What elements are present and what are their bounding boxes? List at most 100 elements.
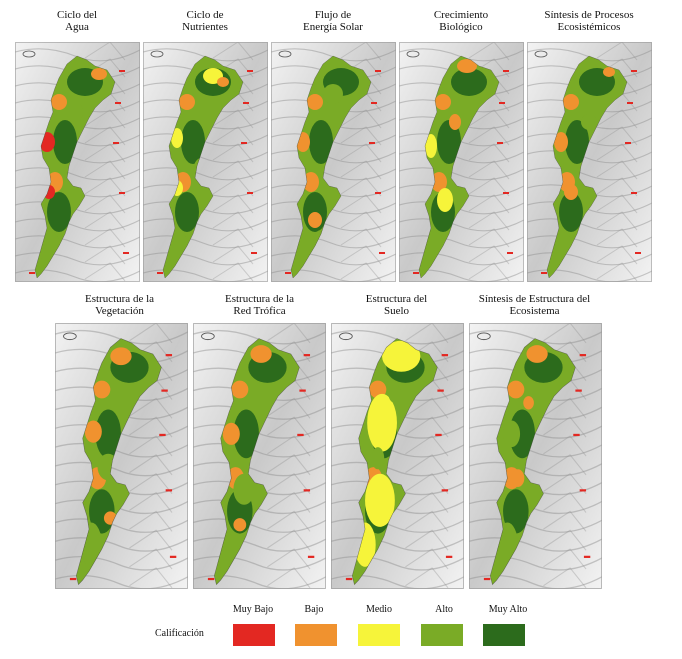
north-arrow-icon [63, 332, 77, 341]
hillshade-ridge [543, 473, 587, 495]
hillshade-ridge [212, 245, 254, 265]
place-marker-icon [303, 489, 311, 492]
hillshade-ridge [340, 228, 382, 248]
hillshade-ridge [193, 442, 326, 458]
map-flujo-energia [271, 42, 396, 282]
hillshade-ridge [143, 167, 268, 181]
hillshade-ridge [267, 529, 311, 551]
hillshade-ridge [468, 211, 510, 231]
map-frame [527, 42, 652, 282]
zone-patch [307, 94, 323, 110]
hillshade-ridge [84, 160, 126, 180]
place-marker-icon [483, 577, 491, 581]
map-ciclo-nutrientes [143, 42, 268, 282]
hillshade-ridge [405, 510, 449, 532]
hillshade-ridge [399, 167, 524, 181]
map-frame [143, 42, 268, 282]
hillshade-ridge [405, 323, 449, 344]
north-arrow-icon [278, 50, 292, 58]
region-outline [76, 338, 162, 586]
hillshade-ridge [129, 435, 173, 457]
zone-patch [233, 409, 259, 459]
legend-label-alto: Alto [435, 604, 453, 615]
zone-patch [231, 380, 249, 399]
hillshade-ridge [596, 245, 638, 265]
zone-patch [53, 120, 77, 164]
hillshade-ridge [55, 556, 188, 571]
hillshade-ridge [55, 461, 188, 477]
hillshade-ridge [543, 397, 587, 419]
hillshade-ridge [543, 548, 587, 570]
hillshade-ridge [271, 235, 396, 249]
place-marker-icon [303, 354, 311, 357]
map-title-estructura-red: Estructura de la Red Trófica [192, 293, 327, 317]
hillshade-ridge [267, 416, 311, 438]
zone-patch [233, 473, 255, 505]
title-line: Ecosistémicos [557, 21, 621, 33]
zone-patch [526, 345, 548, 363]
hillshade-ridge [543, 567, 587, 589]
hillshade-ridge [129, 473, 173, 495]
hillshade-ridge [55, 518, 188, 533]
place-marker-icon [345, 577, 353, 581]
legend-title: Calificación [155, 628, 204, 639]
hillshade-ridge [527, 269, 652, 282]
hillshade-ridge [267, 454, 311, 476]
hillshade-ridge [193, 461, 326, 477]
hillshade-ridge [340, 42, 382, 61]
place-marker-icon [123, 252, 129, 254]
hillshade-ridge [469, 461, 602, 477]
title-line: Energía Solar [303, 21, 363, 33]
hillshade-ridge [267, 435, 311, 457]
hillshade-ridge [129, 491, 173, 513]
hillshade-ridge [15, 167, 140, 181]
place-marker-icon [165, 354, 173, 357]
north-arrow-icon [534, 50, 548, 58]
map-crecimiento [399, 42, 524, 282]
zone-patch [431, 172, 447, 192]
hillshade-ridge [469, 518, 602, 533]
hillshade-ridge [271, 218, 396, 232]
hillshade-ridge [527, 167, 652, 181]
title-line: Estructura del [365, 293, 428, 305]
hillshade-ridge [84, 228, 126, 248]
title-line: Ciclo de [186, 9, 224, 21]
hillshade-ridge [543, 323, 587, 344]
hillshade-ridge [340, 126, 382, 146]
hillshade-ridge [399, 48, 524, 62]
place-marker-icon [507, 252, 513, 254]
legend-swatch-medio [358, 624, 400, 646]
zone-patch [371, 447, 385, 470]
hillshade-ridge [469, 574, 602, 589]
hillshade-ridge [129, 323, 173, 344]
hillshade-ridge [129, 397, 173, 419]
place-marker-icon [113, 142, 119, 144]
hillshade-ridge [468, 262, 510, 282]
zone-patch [425, 134, 437, 158]
hillshade-ridge [212, 262, 254, 282]
place-marker-icon [579, 354, 587, 357]
hillshade-ridge [271, 167, 396, 181]
title-line: Suelo [383, 305, 410, 317]
title-line: Flujo de [314, 9, 352, 21]
map-frame [15, 42, 140, 282]
zone-patch [217, 77, 229, 87]
hillshade-ridge [143, 150, 268, 164]
hillshade-ridge [84, 109, 126, 129]
map-frame [399, 42, 524, 282]
hillshade-ridge [193, 518, 326, 533]
hillshade-ridge [15, 252, 140, 266]
region-outline [290, 55, 372, 279]
legend-label-bajo: Bajo [304, 604, 324, 615]
zone-patch [511, 469, 525, 488]
place-marker-icon [445, 555, 453, 558]
zone-patch [437, 188, 453, 212]
place-marker-icon [499, 102, 505, 104]
place-marker-icon [579, 489, 587, 492]
hillshade-ridge [212, 126, 254, 146]
hillshade-ridge [468, 143, 510, 163]
hillshade-ridge [596, 211, 638, 231]
place-marker-icon [297, 433, 304, 437]
title-line: Estructura de la [224, 293, 295, 305]
region-outline [214, 338, 300, 586]
